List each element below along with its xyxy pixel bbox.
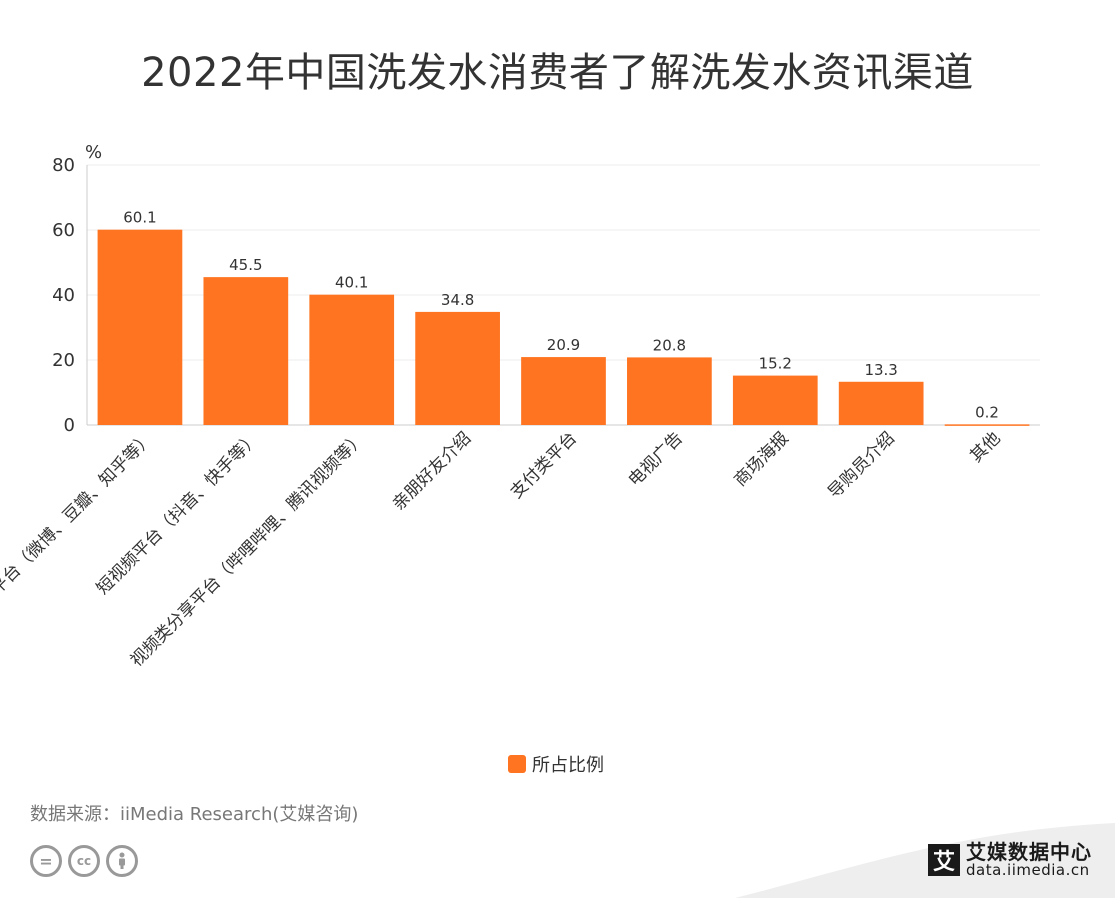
data-label: 20.8	[653, 336, 686, 354]
data-label: 15.2	[759, 355, 792, 373]
bar[interactable]	[944, 424, 1030, 426]
creative-commons-icon: cc	[68, 845, 100, 877]
x-axis-labels: 社交平台（微博、豆瓣、知乎等）短视频平台（抖音、快手等）视频类分享平台（哔哩哔哩…	[0, 428, 1005, 671]
bar[interactable]	[97, 229, 183, 425]
x-tick-label: 导购员介绍	[824, 428, 898, 502]
data-label: 20.9	[547, 336, 580, 354]
data-label: 60.1	[123, 209, 156, 227]
x-tick-label: 视频类分享平台（哔哩哔哩、腾讯视频等）	[127, 428, 370, 671]
chart-title: 2022年中国洗发水消费者了解洗发水资讯渠道	[141, 50, 974, 96]
brand-url: data.iimedia.cn	[966, 861, 1090, 879]
y-tick-label: 0	[64, 415, 75, 436]
data-label: 13.3	[864, 361, 897, 379]
legend[interactable]: 所占比例	[508, 752, 604, 776]
x-tick-label: 社交平台（微博、豆瓣、知乎等）	[0, 428, 157, 622]
brand-block: 艾 艾媒数据中心 data.iimedia.cn	[928, 842, 1092, 879]
y-axis: 0 20 40 60 80%	[52, 142, 102, 436]
bar[interactable]	[838, 381, 924, 425]
bar[interactable]	[627, 357, 712, 425]
no-derivatives-icon: =	[30, 845, 62, 877]
bar[interactable]	[415, 311, 500, 425]
bar[interactable]	[203, 277, 289, 425]
y-axis-unit: %	[85, 142, 102, 163]
source-note: 数据来源：iiMedia Research(艾媒咨询)	[30, 804, 359, 825]
brand-background-shape	[735, 823, 1115, 898]
license-icons: = cc	[30, 845, 138, 877]
x-tick-label: 商场海报	[731, 428, 793, 490]
y-tick-label: 40	[52, 285, 75, 306]
x-tick-label: 其他	[966, 428, 1004, 466]
x-tick-label: 支付类平台	[507, 428, 581, 502]
data-label: 34.8	[441, 291, 474, 309]
brand-logo-icon: 艾	[928, 844, 960, 877]
data-label: 0.2	[975, 403, 999, 421]
y-tick-label: 80	[52, 155, 75, 176]
y-tick-label: 60	[52, 220, 75, 241]
brand-name: 艾媒数据中心	[966, 840, 1092, 864]
bar[interactable]	[521, 357, 606, 425]
bars	[97, 229, 1030, 426]
data-label: 40.1	[335, 274, 368, 292]
legend-swatch	[508, 755, 526, 773]
bar[interactable]	[309, 294, 395, 425]
legend-label: 所占比例	[532, 755, 604, 776]
data-label: 45.5	[229, 256, 262, 274]
bar-chart: 0 20 40 60 80% 60.1 45.5 40.1 34.8 20.9 20.8 15.2 1…	[0, 142, 1040, 671]
attribution-icon	[106, 845, 138, 877]
data-labels: 60.1 45.5 40.1 34.8 20.9 20.8 15.2 13.3 0.2	[123, 209, 999, 422]
y-tick-label: 20	[52, 350, 75, 371]
x-tick-label: 电视广告	[625, 428, 687, 490]
bar[interactable]	[732, 375, 818, 425]
x-tick-label: 亲朋好友介绍	[389, 428, 475, 514]
